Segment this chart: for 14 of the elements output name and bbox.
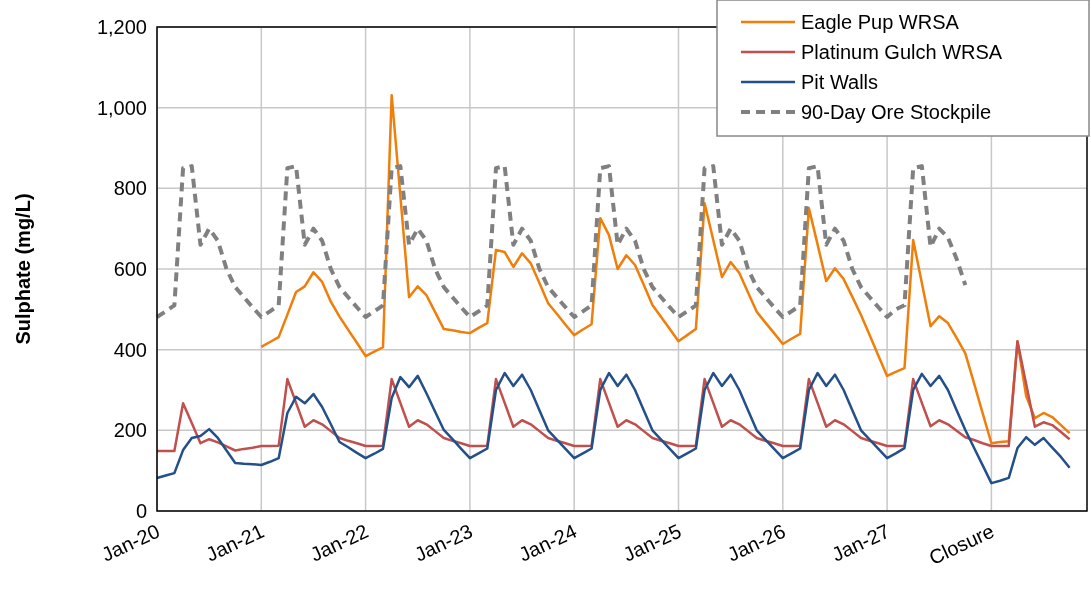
y-tick-label: 0 <box>135 500 147 522</box>
legend-label: Platinum Gulch WRSA <box>801 41 1003 63</box>
line-series <box>155 371 1071 485</box>
line-series <box>155 164 968 319</box>
y-axis-title: Sulphate (mg/L) <box>12 193 34 345</box>
legend-label: 90-Day Ore Stockpile <box>801 101 992 123</box>
y-tick-label: 1,000 <box>96 96 147 119</box>
legend-label: Eagle Pup WRSA <box>801 11 960 33</box>
y-tick-label: 1,200 <box>96 16 147 38</box>
y-tick-label: 800 <box>113 177 147 200</box>
y-tick-label: 600 <box>113 258 147 280</box>
y-tick-label: 200 <box>113 419 147 442</box>
legend-label: Pit Walls <box>801 71 879 93</box>
y-tick-label: 400 <box>113 338 147 361</box>
